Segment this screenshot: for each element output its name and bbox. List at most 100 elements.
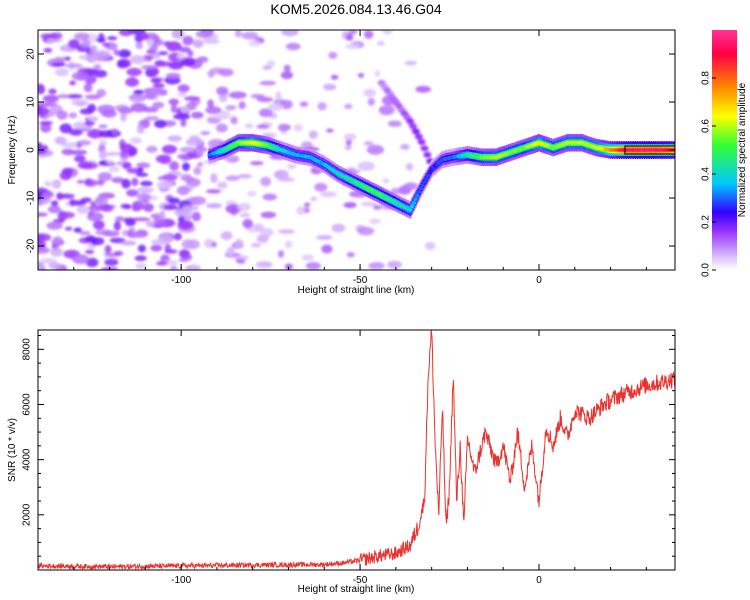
noise-blob: [121, 178, 131, 189]
noise-blob: [121, 161, 132, 169]
noise-blob: [102, 42, 111, 47]
noise-blob: [216, 86, 229, 95]
noise-blob: [119, 143, 134, 153]
colorbar-label: Normalized spectral amplitude: [737, 82, 748, 217]
noise-blob: [173, 232, 182, 241]
noise-blob: [111, 177, 125, 184]
noise-blob: [284, 240, 293, 249]
noise-blob: [278, 229, 295, 234]
noise-blob: [130, 103, 148, 113]
noise-blob: [239, 213, 251, 218]
noise-blob: [129, 55, 146, 64]
noise-blob: [184, 96, 201, 101]
noise-blob: [197, 162, 204, 167]
branch-blob: [417, 139, 426, 145]
noise-blob: [207, 99, 214, 109]
noise-blob: [260, 228, 274, 237]
noise-blob: [284, 263, 293, 270]
noise-blob: [152, 101, 165, 109]
noise-blob: [176, 53, 185, 60]
noise-blob: [176, 185, 191, 196]
noise-blob: [378, 105, 395, 116]
noise-blob: [180, 106, 190, 113]
noise-blob: [368, 262, 385, 270]
ridge-blob: [409, 204, 415, 209]
noise-blob: [83, 82, 93, 93]
branch-blob: [423, 151, 432, 158]
noise-blob: [108, 165, 120, 173]
noise-blob: [247, 190, 257, 197]
noise-blob: [116, 60, 128, 69]
noise-blob: [143, 203, 154, 212]
noise-blob: [44, 180, 52, 187]
noise-blob: [238, 101, 246, 110]
noise-blob: [126, 189, 139, 197]
noise-blob: [205, 189, 222, 194]
noise-blob: [68, 39, 80, 49]
noise-blob: [331, 223, 346, 233]
noise-blob: [425, 242, 436, 250]
noise-blob: [43, 48, 53, 53]
noise-blob: [210, 173, 218, 184]
noise-blob: [155, 154, 170, 163]
branch-blob: [409, 123, 417, 130]
noise-blob: [215, 123, 228, 133]
noise-blob: [51, 62, 66, 67]
noise-blob: [195, 148, 204, 157]
noise-blob: [348, 30, 358, 35]
noise-blob: [107, 36, 118, 41]
noise-blob: [317, 102, 327, 111]
y-tick-label: 8000: [22, 338, 33, 361]
noise-blob: [71, 98, 89, 107]
noise-blob: [102, 230, 120, 237]
noise-blob: [281, 30, 299, 37]
noise-blob: [66, 94, 83, 99]
noise-blob: [182, 205, 190, 213]
spectrogram-background-noise: [38, 30, 436, 270]
noise-blob: [357, 72, 365, 78]
noise-blob: [146, 145, 158, 153]
noise-blob: [234, 30, 242, 38]
noise-blob: [245, 123, 254, 129]
noise-blob: [303, 202, 311, 208]
noise-blob: [219, 94, 228, 103]
ridge-blob: [422, 180, 427, 184]
noise-blob: [38, 102, 52, 107]
noise-blob: [168, 98, 180, 106]
noise-blob: [109, 237, 126, 244]
noise-blob: [180, 119, 187, 127]
noise-blob: [97, 172, 113, 182]
noise-blob: [382, 30, 393, 35]
noise-blob: [280, 71, 294, 80]
noise-blob: [403, 182, 419, 190]
noise-blob: [150, 77, 162, 84]
noise-blob: [363, 30, 374, 39]
ridge-layer-3: [207, 141, 675, 212]
noise-blob: [256, 124, 270, 129]
colorbar-tick-label: 0.8: [701, 71, 712, 85]
noise-blob: [415, 85, 432, 93]
noise-blob: [369, 218, 381, 225]
noise-blob: [237, 202, 251, 212]
noise-blob: [76, 140, 92, 146]
noise-blob: [234, 238, 244, 249]
noise-blob: [84, 249, 95, 254]
noise-blob: [164, 249, 178, 254]
noise-blob: [59, 123, 72, 134]
noise-blob: [120, 240, 137, 246]
noise-blob: [136, 124, 145, 134]
noise-blob: [180, 57, 196, 67]
snr-series-line: [38, 330, 675, 570]
x-tick-label: -100: [171, 575, 191, 586]
noise-blob: [86, 212, 104, 222]
noise-blob: [299, 101, 309, 107]
noise-blob: [85, 94, 101, 100]
noise-blob: [309, 130, 318, 140]
noise-blob: [128, 76, 136, 87]
noise-blob: [118, 30, 133, 37]
x-tick-label: -100: [171, 275, 191, 286]
noise-blob: [120, 203, 131, 209]
noise-blob: [305, 262, 321, 270]
colorbar-ticks: 0.0 0.2 0.4 0.6 0.8: [701, 71, 716, 277]
spectrogram-x-label: Height of straight line (km): [298, 285, 415, 296]
